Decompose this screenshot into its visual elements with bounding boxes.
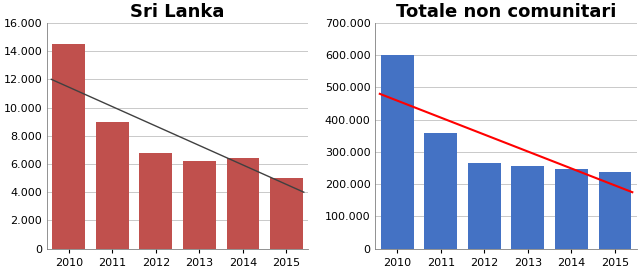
Bar xyxy=(183,161,216,249)
Bar xyxy=(468,163,500,249)
Bar xyxy=(381,55,413,249)
Bar xyxy=(424,133,457,249)
Bar xyxy=(555,169,588,249)
Bar xyxy=(227,158,259,249)
Bar xyxy=(52,44,85,249)
Bar xyxy=(598,172,631,249)
Title: Sri Lanka: Sri Lanka xyxy=(131,3,225,21)
Bar xyxy=(140,153,172,249)
Bar xyxy=(511,166,544,249)
Bar xyxy=(270,178,303,249)
Title: Totale non comunitari: Totale non comunitari xyxy=(396,3,616,21)
Bar xyxy=(96,122,129,249)
